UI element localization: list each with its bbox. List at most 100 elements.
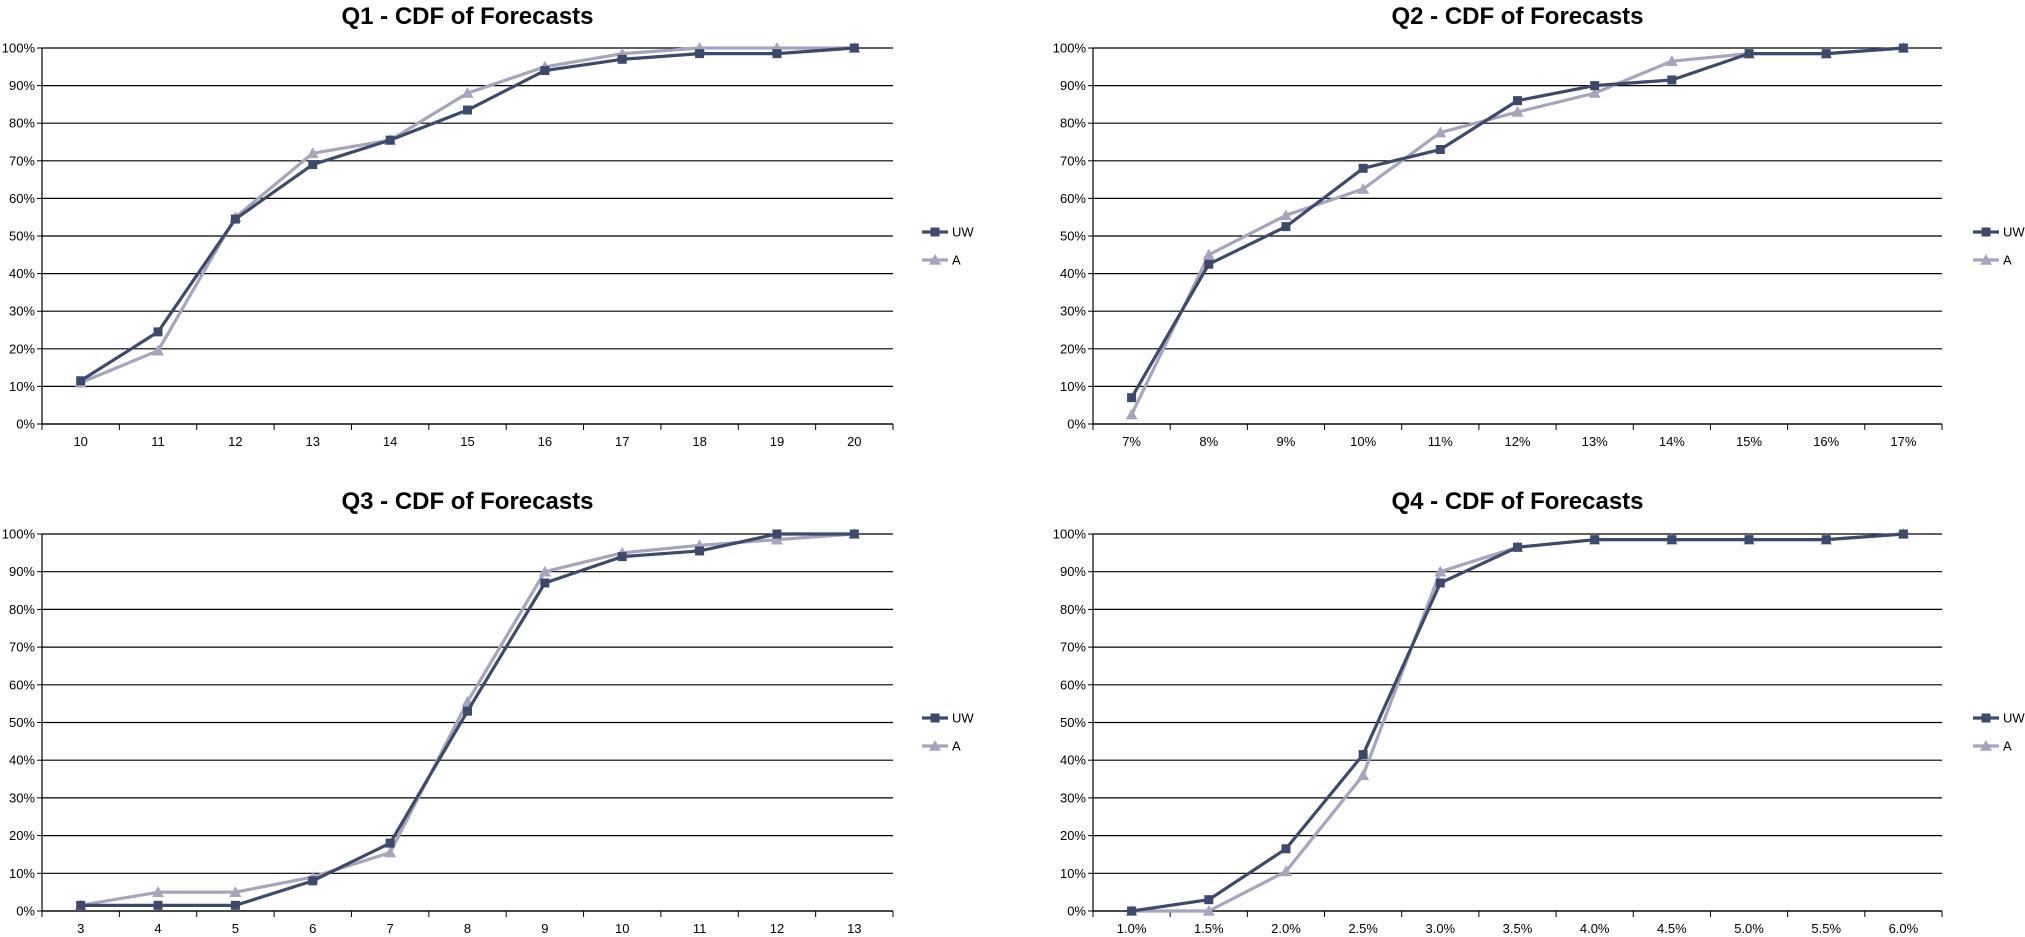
- chart-2-ytick-label: 90%: [1060, 78, 1086, 93]
- chart-1-series-uw-point: [153, 327, 163, 337]
- chart-1-xtick-label: 17: [615, 434, 629, 449]
- chart-1-series-a-line: [80, 46, 855, 385]
- chart-3-series-uw-point: [463, 706, 472, 716]
- chart-2-ytick-label: 100%: [1053, 41, 1087, 56]
- chart-2-legend-a-marker: [1980, 254, 1992, 265]
- chart-4-ytick-label: 90%: [1060, 564, 1086, 579]
- chart-4-series-uw-point: [1435, 578, 1445, 588]
- chart-1-xtick-label: 15: [460, 434, 474, 449]
- chart-3-series-uw-line: [80, 532, 855, 907]
- chart-2-ytick-label: 20%: [1060, 341, 1086, 356]
- chart-1-series-uw-point: [385, 135, 395, 145]
- chart-1-series-uw-point: [308, 160, 318, 170]
- chart-2-xtick-label: 13%: [1582, 434, 1608, 449]
- chart-3-ytick-label: 90%: [9, 564, 35, 579]
- chart-2-title: Q2 - CDF of Forecasts: [1391, 3, 1643, 30]
- chart-4-series-uw-point: [1821, 535, 1831, 545]
- chart-3-series-uw: [76, 529, 859, 910]
- chart-2-ytick-label: 50%: [1060, 229, 1086, 244]
- chart-4-ytick-label: 80%: [1060, 602, 1086, 617]
- chart-4-series-uw-point: [1667, 535, 1677, 545]
- chart-1-series-uw-point: [230, 214, 240, 224]
- chart-4-xtick-label: 5.0%: [1734, 921, 1764, 936]
- chart-3-xtick-label: 6: [309, 921, 316, 936]
- chart-1-legend-uw-label: UW: [952, 225, 974, 240]
- chart-2-series-uw-point: [1513, 96, 1522, 106]
- chart-4-xtick-label: 3.0%: [1425, 921, 1455, 936]
- chart-3-ytick-label: 0%: [16, 904, 35, 919]
- chart-1-ytick-label: 80%: [9, 116, 35, 131]
- chart-2-xtick-label: 10%: [1350, 434, 1376, 449]
- chart-2-series-uw-point: [1358, 163, 1368, 173]
- chart-2-series-uw-point: [1435, 145, 1445, 155]
- chart-4-legend-uw-marker: [1981, 713, 1991, 723]
- chart-4-xtick-label: 2.0%: [1271, 921, 1301, 936]
- chart-4-series-uw-point: [1358, 750, 1368, 760]
- chart-1-legend: UW A: [922, 225, 974, 268]
- chart-1-xtick-label: 16: [538, 434, 552, 449]
- chart-2-xtick-label: 16%: [1813, 434, 1839, 449]
- chart-3-series-a-point: [229, 886, 242, 897]
- chart-3-series-uw-point: [772, 529, 782, 539]
- chart-1-series-uw-point: [463, 105, 472, 115]
- chart-3-series-uw-point: [230, 900, 240, 910]
- chart-3-xtick-label: 13: [847, 921, 861, 936]
- chart-4-xtick-label: 4.5%: [1657, 921, 1687, 936]
- chart-3-ytick-label: 50%: [9, 715, 35, 730]
- chart-1-legend-a-label: A: [952, 253, 961, 268]
- chart-1-ytick-label: 10%: [9, 379, 35, 394]
- chart-4-ytick-label: 20%: [1060, 828, 1086, 843]
- chart-1-series-a-point: [461, 87, 474, 98]
- chart-2-ytick-label: 80%: [1060, 116, 1086, 131]
- chart-4-series-uw-point: [1513, 542, 1522, 552]
- chart-3-series-a: [74, 528, 861, 911]
- chart-2-series-a-point: [1588, 87, 1601, 98]
- chart-2-xtick-label: 12%: [1504, 434, 1530, 449]
- chart-1-ytick-label: 100%: [2, 41, 36, 56]
- chart-3-xtick-label: 5: [232, 921, 239, 936]
- chart-3-ytick-label: 60%: [9, 677, 35, 692]
- chart-2-legend-a-label: A: [2003, 253, 2012, 268]
- chart-3-xtick-label: 11: [693, 921, 707, 936]
- chart-3-legend-uw-marker: [930, 713, 940, 723]
- chart-4-xtick-label: 4.0%: [1580, 921, 1610, 936]
- chart-2-series-a-point: [1125, 408, 1138, 420]
- chart-1-title: Q1 - CDF of Forecasts: [341, 3, 593, 30]
- chart-1-legend-uw-marker: [930, 227, 940, 237]
- chart-4-xtick-label: 5.5%: [1811, 921, 1841, 936]
- chart-3-ytick-label: 100%: [2, 527, 36, 542]
- chart-3-series-uw-point: [153, 900, 163, 910]
- chart-4-ytick-label: 50%: [1060, 715, 1086, 730]
- chart-3-xtick-label: 4: [154, 921, 161, 936]
- chart-1-xtick-label: 20: [847, 434, 861, 449]
- chart-2-series-a-point: [1434, 126, 1447, 138]
- chart-1-ytick-label: 50%: [9, 229, 35, 244]
- chart-4-xtick-label: 1.0%: [1117, 921, 1147, 936]
- chart-1-ytick-label: 90%: [9, 78, 35, 93]
- chart-4-xtick-label: 2.5%: [1348, 921, 1378, 936]
- chart-2-series-uw: [1127, 43, 1908, 403]
- chart-4-series-uw-point: [1204, 895, 1214, 905]
- chart-3-series-a-point: [538, 565, 551, 577]
- chart-3-series-uw-point: [385, 838, 395, 848]
- chart-3-series-a-line: [80, 532, 855, 907]
- chart-1-xtick-label: 10: [73, 434, 87, 449]
- chart-4-series-uw-point: [1744, 535, 1754, 545]
- chart-2-xtick-label: 8%: [1199, 434, 1218, 449]
- chart-2-ytick-label: 10%: [1060, 379, 1086, 394]
- chart-4-title: Q4 - CDF of Forecasts: [1391, 488, 1643, 515]
- chart-2-ytick-label: 40%: [1060, 266, 1086, 281]
- chart-4-legend: UW A: [1973, 711, 2025, 754]
- chart-2-series-uw-point: [1744, 49, 1754, 59]
- chart-3-ytick-label: 70%: [9, 640, 35, 655]
- chart-1-series-a-point: [152, 344, 165, 356]
- chart-3: Q3 - CDF of Forecasts 0% 10% 20% 30% 40% 50% 60…: [2, 488, 975, 936]
- chart-4-series-uw-point: [1590, 535, 1600, 545]
- chart-1-xtick-label: 18: [692, 434, 706, 449]
- chart-3-series-uw-point: [695, 546, 705, 556]
- chart-3-series-uw-point: [76, 900, 86, 910]
- chart-1-xtick-label: 14: [383, 434, 397, 449]
- chart-3-series-uw-point: [849, 529, 859, 539]
- chart-1-series-uw-point: [695, 49, 705, 59]
- chart-2-xtick-label: 14%: [1659, 434, 1685, 449]
